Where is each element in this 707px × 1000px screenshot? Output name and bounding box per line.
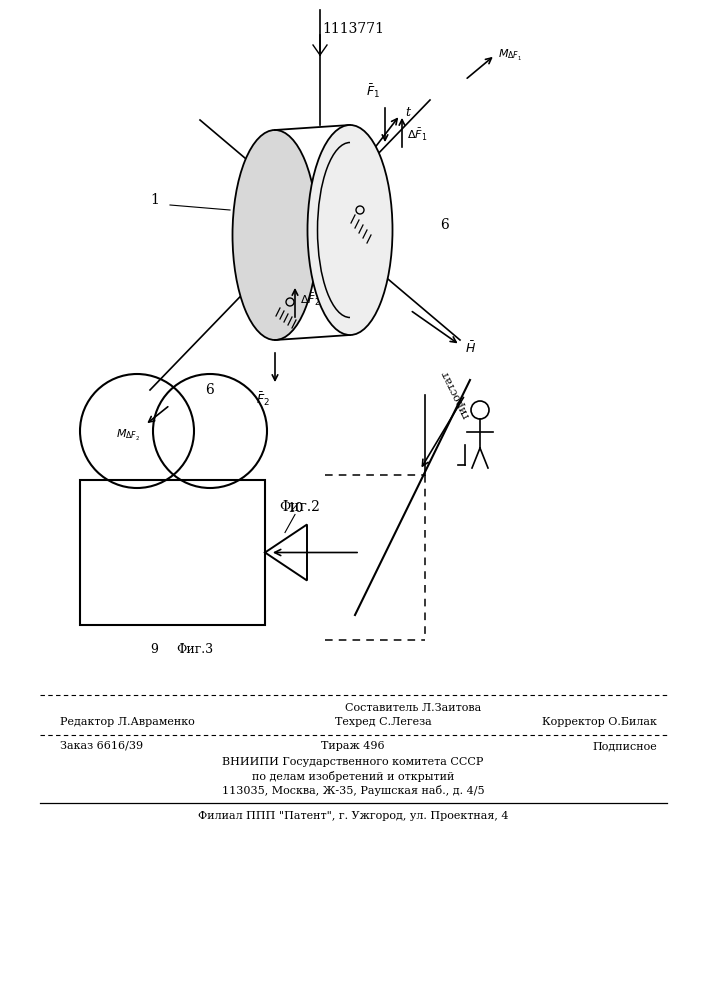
Text: 6: 6 <box>440 218 449 232</box>
Text: Филиал ППП "Патент", г. Ужгород, ул. Проектная, 4: Филиал ППП "Патент", г. Ужгород, ул. Про… <box>198 811 508 821</box>
Text: по делам изобретений и открытий: по делам изобретений и открытий <box>252 771 454 782</box>
Text: $\Delta\bar{F}_1$: $\Delta\bar{F}_1$ <box>407 127 427 143</box>
Text: t: t <box>405 105 410 118</box>
Text: 10: 10 <box>287 502 303 514</box>
Text: Техред С.Легеза: Техред С.Легеза <box>334 717 431 727</box>
Text: гиростат: гиростат <box>440 368 472 420</box>
Text: Тираж 496: Тираж 496 <box>321 741 385 751</box>
Text: Φиг.2: Φиг.2 <box>279 500 320 514</box>
Text: Заказ 6616/39: Заказ 6616/39 <box>60 741 143 751</box>
Text: $M_{\Delta F_1}$: $M_{\Delta F_1}$ <box>498 47 522 63</box>
Text: Редактор Л.Авраменко: Редактор Л.Авраменко <box>60 717 194 727</box>
Text: ВНИИПИ Государственного комитета СССР: ВНИИПИ Государственного комитета СССР <box>222 757 484 767</box>
Ellipse shape <box>308 125 392 335</box>
Text: Подписное: Подписное <box>592 741 657 751</box>
Bar <box>80 480 265 625</box>
Text: $\bar{H}$: $\bar{H}$ <box>465 340 476 356</box>
Text: 9: 9 <box>150 643 158 656</box>
Text: $M_{\Delta F_2}$: $M_{\Delta F_2}$ <box>116 428 140 443</box>
Text: Корректор О.Билак: Корректор О.Билак <box>542 717 657 727</box>
Ellipse shape <box>233 130 317 340</box>
Text: Φиг.3: Φиг.3 <box>176 643 213 656</box>
Text: 6: 6 <box>206 383 214 397</box>
Text: $\bar{F}_2$: $\bar{F}_2$ <box>256 390 270 408</box>
Text: Составитель Л.Заитова: Составитель Л.Заитова <box>345 703 481 713</box>
Text: $\bar{F}_1$: $\bar{F}_1$ <box>366 82 380 100</box>
Text: $\Delta\bar{F}_2$: $\Delta\bar{F}_2$ <box>300 292 320 308</box>
Text: 113035, Москва, Ж-35, Раушская наб., д. 4/5: 113035, Москва, Ж-35, Раушская наб., д. … <box>222 785 484 796</box>
Text: 1: 1 <box>151 193 160 207</box>
Text: 1113771: 1113771 <box>322 22 384 36</box>
